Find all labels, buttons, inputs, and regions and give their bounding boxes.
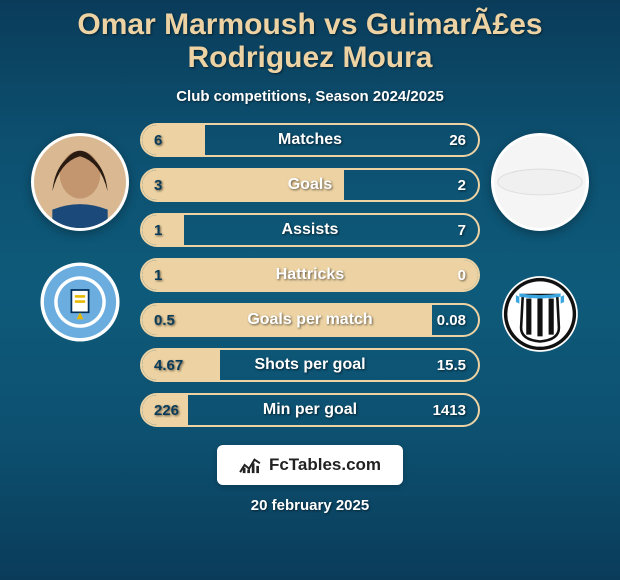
stat-label: Min per goal — [142, 395, 478, 425]
stat-value-left: 6 — [154, 125, 162, 155]
stat-value-left: 0.5 — [154, 305, 175, 335]
chart-icon — [239, 456, 261, 474]
stat-value-left: 1 — [154, 260, 162, 290]
brand-badge: FcTables.com — [217, 445, 403, 485]
right-player-column — [480, 123, 600, 357]
stats-bars: Matches626Goals32Assists17Hattricks10Goa… — [140, 123, 480, 427]
stat-label: Goals per match — [142, 305, 478, 335]
stat-value-left: 1 — [154, 215, 162, 245]
stat-value-right: 7 — [458, 215, 466, 245]
stat-value-left: 4.67 — [154, 350, 183, 380]
stat-row: Matches6 26 — [140, 123, 480, 157]
player-right-club-crest — [497, 271, 583, 357]
stat-value-left: 3 — [154, 170, 162, 200]
stat-row: Min per goal226 1413 — [140, 393, 480, 427]
stat-value-right: 2 — [458, 170, 466, 200]
stat-value-left: 226 — [154, 395, 179, 425]
stat-label: Goals — [142, 170, 478, 200]
subtitle: Club competitions, Season 2024/2025 — [0, 88, 620, 105]
player-right-avatar — [491, 133, 589, 231]
player-left-avatar — [31, 133, 129, 231]
date-text: 20 february 2025 — [251, 497, 369, 514]
page-title: Omar Marmoush vs GuimarÃ£es Rodriguez Mo… — [0, 0, 620, 74]
left-player-column — [20, 123, 140, 345]
player-left-club-crest — [37, 259, 123, 345]
stat-value-right: 1413 — [433, 395, 466, 425]
stat-value-right: 0 — [458, 260, 466, 290]
stat-row: Assists1 7 — [140, 213, 480, 247]
stat-label: Assists — [142, 215, 478, 245]
stat-row: Goals3 2 — [140, 168, 480, 202]
stat-value-right: 26 — [449, 125, 466, 155]
stat-row: Goals per match0.5 0.08 — [140, 303, 480, 337]
stat-row: Hattricks1 0 — [140, 258, 480, 292]
stat-row: Shots per goal4.67 15.5 — [140, 348, 480, 382]
stat-label: Shots per goal — [142, 350, 478, 380]
stat-value-right: 15.5 — [437, 350, 466, 380]
stat-value-right: 0.08 — [437, 305, 466, 335]
stat-label: Matches — [142, 125, 478, 155]
stat-label: Hattricks — [142, 260, 478, 290]
brand-text: FcTables.com — [269, 455, 381, 475]
